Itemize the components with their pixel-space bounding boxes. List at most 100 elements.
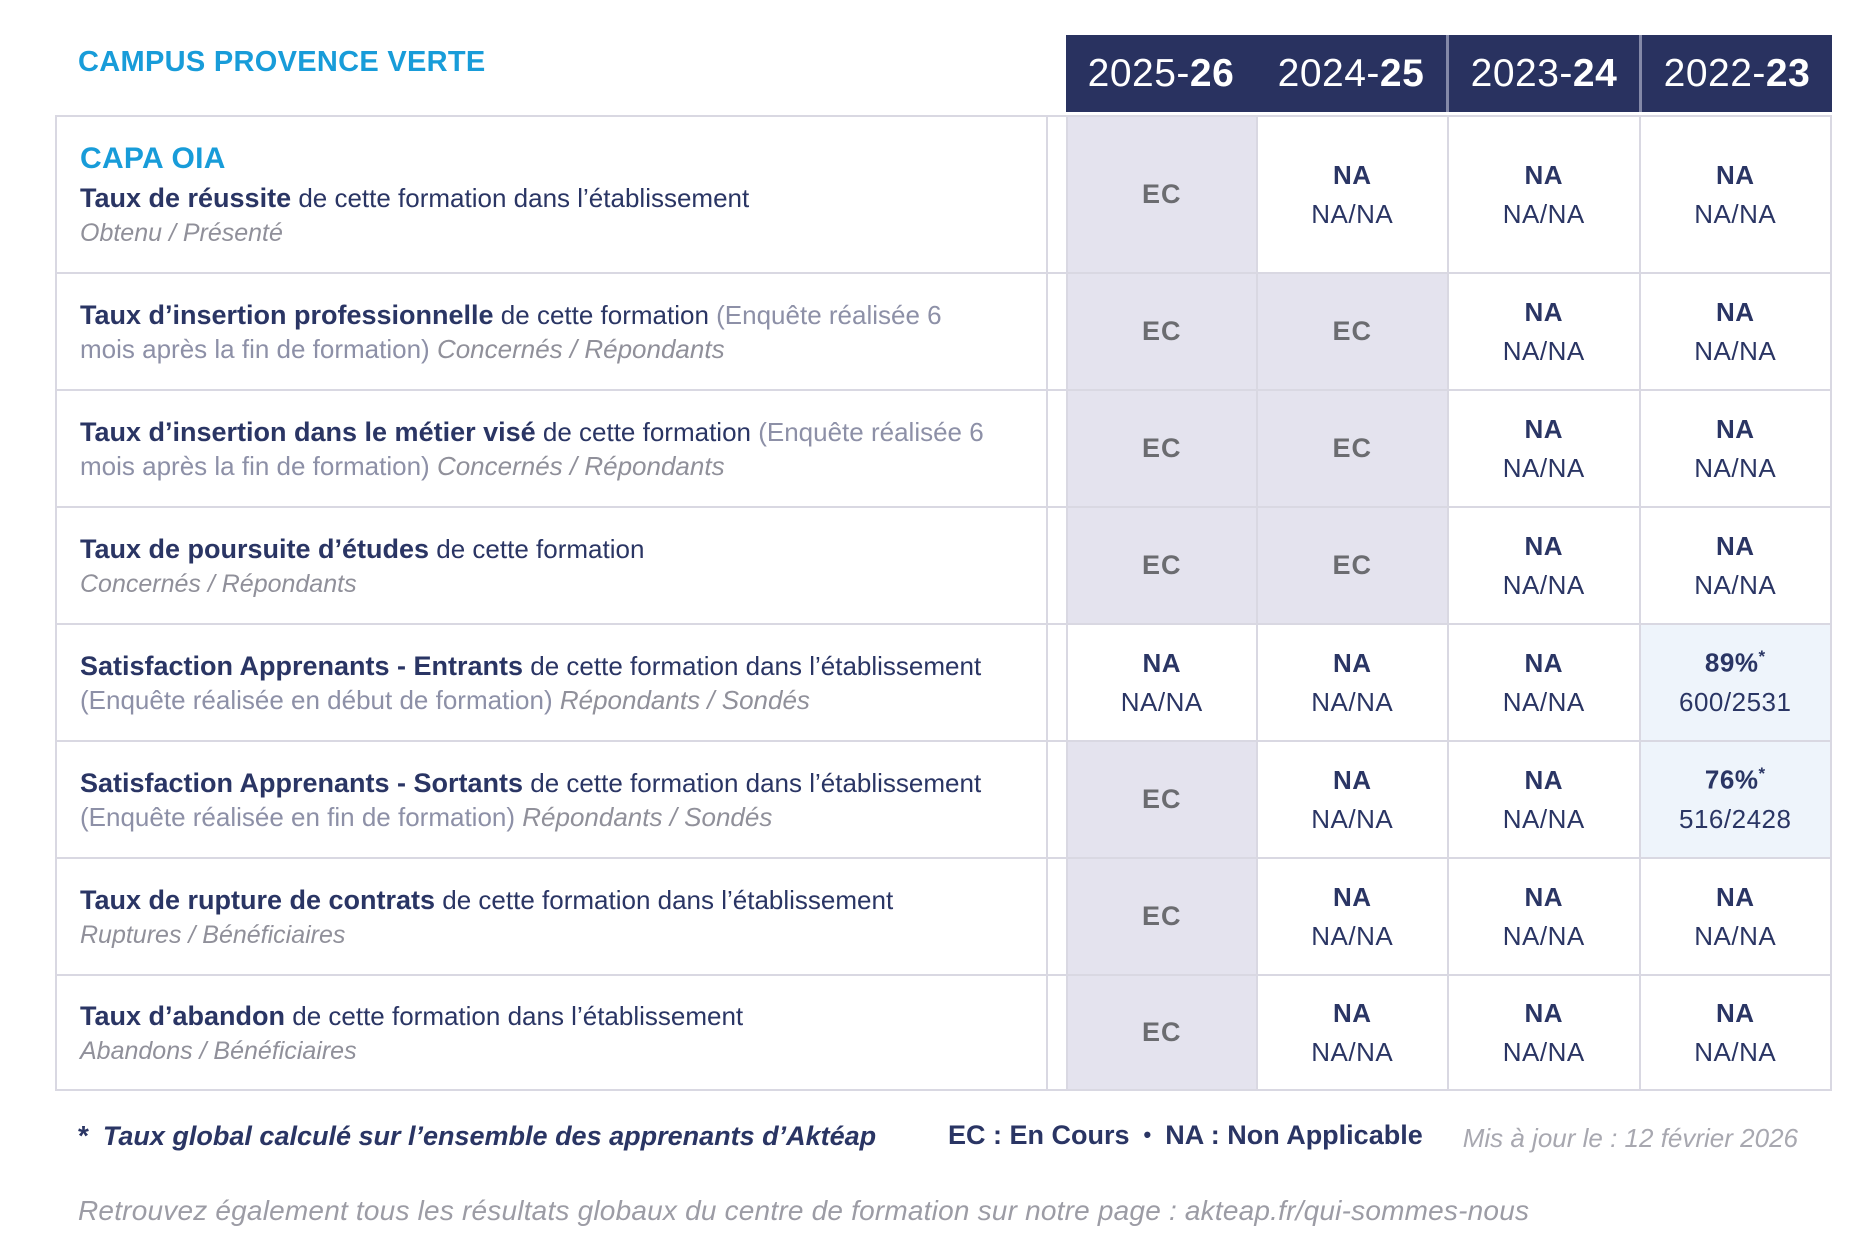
year-header-bar: 2025- 26 2024- 25 2023- 24 2022- 23 xyxy=(1066,35,1832,112)
indicator-ratio-label: Ruptures / Bénéficiaires xyxy=(80,921,346,949)
indicator-label: Taux d’insertion dans le métier visé de … xyxy=(55,391,1048,506)
column-gutter xyxy=(1048,391,1066,506)
result-cell: EC xyxy=(1066,391,1258,506)
result-cell: EC xyxy=(1257,274,1449,389)
indicator-desc: de cette formation xyxy=(535,416,759,447)
result-cell: NA NA/NA xyxy=(1641,976,1832,1089)
result-cell: EC xyxy=(1066,274,1258,389)
indicator-ratio-label: Abandons / Bénéficiaires xyxy=(80,1037,357,1065)
result-cell: EC xyxy=(1066,117,1258,272)
result-cell: EC xyxy=(1066,742,1258,857)
indicator-desc: de cette formation dans l’établissement xyxy=(523,767,982,798)
year-prefix: 2023- xyxy=(1470,51,1573,95)
indicator-label: Taux de poursuite d’études de cette form… xyxy=(55,508,1048,623)
indicator-label: Satisfaction Apprenants - Sortants de ce… xyxy=(55,742,1048,857)
indicator-title: Taux de réussite xyxy=(80,182,292,213)
results-table: CAPA OIA Taux de réussite de cette forma… xyxy=(55,115,1832,1091)
indicator-desc: de cette formation dans l’établissement xyxy=(285,1001,744,1031)
indicator-survey-note: (Enquête réalisée en fin de formation) xyxy=(80,801,523,832)
result-cell: NA NA/NA xyxy=(1641,274,1832,389)
footnote: * Taux global calculé sur l’ensemble des … xyxy=(78,1120,876,1152)
indicator-desc: de cette formation dans l’établissement xyxy=(523,650,982,681)
indicator-title: Satisfaction Apprenants - Entrants xyxy=(80,650,524,681)
year-prefix: 2022- xyxy=(1663,51,1766,95)
year-column-header: 2022- 23 xyxy=(1639,35,1832,112)
table-row: CAPA OIA Taux de réussite de cette forma… xyxy=(55,115,1832,272)
campus-title: CAMPUS PROVENCE VERTE xyxy=(78,46,486,78)
asterisk-marker: * xyxy=(1758,647,1766,667)
year-column-header: 2024- 25 xyxy=(1256,35,1446,112)
result-cell: NA NA/NA xyxy=(1449,274,1641,389)
column-gutter xyxy=(1048,274,1066,389)
result-cell: NA NA/NA xyxy=(1258,117,1449,272)
indicator-label: CAPA OIA Taux de réussite de cette forma… xyxy=(55,117,1048,272)
year-suffix: 26 xyxy=(1189,51,1235,95)
indicator-title: Taux d’insertion dans le métier visé xyxy=(80,416,536,447)
bullet-separator: • xyxy=(1143,1122,1152,1147)
indicator-desc: de cette formation xyxy=(429,534,645,564)
result-cell: 76%* 516/2428 xyxy=(1640,742,1832,857)
indicator-ratio-label: Concernés / Répondants xyxy=(80,570,357,598)
table-row: Taux d’insertion professionnelle de cett… xyxy=(55,272,1832,389)
indicator-desc: de cette formation xyxy=(493,299,717,330)
table-row: Taux de rupture de contrats de cette for… xyxy=(55,857,1832,974)
indicator-survey-note: (Enquête réalisée 6 mois après la fin de… xyxy=(80,416,984,481)
indicator-ratio-label: Répondants / Sondés xyxy=(522,801,773,832)
result-cell: NA NA/NA xyxy=(1641,508,1832,623)
year-column-header: 2025- 26 xyxy=(1066,35,1256,112)
result-cell: NA NA/NA xyxy=(1449,117,1641,272)
indicator-label: Taux de rupture de contrats de cette for… xyxy=(55,859,1048,974)
last-updated: Mis à jour le : 12 février 2026 xyxy=(1462,1123,1798,1153)
indicator-label: Taux d’abandon de cette formation dans l… xyxy=(55,976,1048,1089)
indicator-ratio-label: Concernés / Répondants xyxy=(436,450,725,481)
column-gutter xyxy=(1048,117,1066,272)
year-suffix: 23 xyxy=(1765,51,1811,95)
indicator-ratio-label: Obtenu / Présenté xyxy=(80,218,283,247)
table-row: Taux de poursuite d’études de cette form… xyxy=(55,506,1832,623)
indicator-survey-note: (Enquête réalisée en début de formation) xyxy=(80,684,560,715)
indicator-title: Taux d’insertion professionnelle xyxy=(80,299,494,330)
result-cell: 89%* 600/2531 xyxy=(1640,625,1832,740)
table-row: Taux d’abandon de cette formation dans l… xyxy=(55,974,1832,1091)
indicator-desc: de cette formation dans l’établissement xyxy=(435,885,894,915)
indicator-title: Taux de poursuite d’études xyxy=(80,534,430,564)
year-prefix: 2024- xyxy=(1277,51,1380,95)
indicator-desc: de cette formation dans l’établissement xyxy=(291,182,750,213)
indicator-title: Taux d’abandon xyxy=(80,1001,286,1031)
result-cell: EC xyxy=(1066,976,1258,1089)
indicator-title: Satisfaction Apprenants - Sortants xyxy=(80,767,524,798)
legend-na: NA : Non Applicable xyxy=(1165,1120,1423,1150)
year-column-header: 2023- 24 xyxy=(1446,35,1639,112)
year-suffix: 24 xyxy=(1572,51,1618,95)
result-cell: NA NA/NA xyxy=(1258,742,1449,857)
year-suffix: 25 xyxy=(1379,51,1425,95)
asterisk-marker: * xyxy=(1758,764,1766,784)
result-cell: NA NA/NA xyxy=(1449,625,1641,740)
result-cell: EC xyxy=(1066,859,1258,974)
bottom-note: Retrouvez également tous les résultats g… xyxy=(78,1195,1530,1226)
result-cell: NA NA/NA xyxy=(1641,117,1832,272)
result-cell: NA NA/NA xyxy=(1258,625,1449,740)
result-cell: NA NA/NA xyxy=(1066,625,1258,740)
indicator-label: Taux d’insertion professionnelle de cett… xyxy=(55,274,1048,389)
result-cell: EC xyxy=(1257,391,1449,506)
result-cell: NA NA/NA xyxy=(1449,508,1641,623)
result-cell: NA NA/NA xyxy=(1449,976,1641,1089)
legend-ec: EC : En Cours xyxy=(948,1120,1130,1150)
footer: * Taux global calculé sur l’ensemble des … xyxy=(55,1118,1832,1162)
result-cell: NA NA/NA xyxy=(1258,976,1449,1089)
asterisk-marker: * xyxy=(78,1120,89,1151)
table-row: Satisfaction Apprenants - Sortants de ce… xyxy=(55,740,1832,857)
footnote-text: Taux global calculé sur l’ensemble des a… xyxy=(102,1121,877,1151)
program-title: CAPA OIA xyxy=(80,141,226,175)
legend: EC : En Cours • NA : Non Applicable xyxy=(948,1120,1423,1151)
year-prefix: 2025- xyxy=(1087,51,1190,95)
result-cell: NA NA/NA xyxy=(1449,391,1641,506)
result-cell: NA NA/NA xyxy=(1641,391,1832,506)
table-row: Taux d’insertion dans le métier visé de … xyxy=(55,389,1832,506)
column-gutter xyxy=(1048,859,1066,974)
result-cell: NA NA/NA xyxy=(1258,859,1449,974)
result-cell: NA NA/NA xyxy=(1449,742,1641,857)
indicator-ratio-label: Répondants / Sondés xyxy=(559,684,810,715)
